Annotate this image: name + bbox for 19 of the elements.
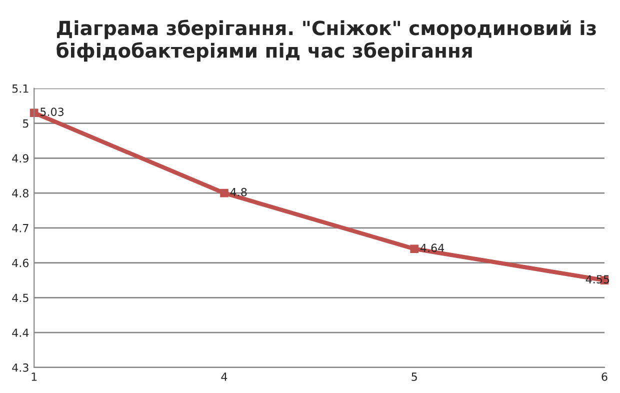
- y-tick-label: 4.5: [12, 294, 28, 302]
- point: [410, 244, 419, 254]
- x-tick-label: 4: [221, 372, 228, 381]
- y-tick-label: 5.1: [12, 84, 28, 93]
- y-tick-label: 4.4: [12, 328, 29, 337]
- y-tick-label: 5: [23, 119, 28, 128]
- x-tick-label: 1: [32, 372, 37, 381]
- x-tick-label: 5: [412, 372, 417, 381]
- x-tick-label: 6: [602, 372, 608, 381]
- data-label: 5.03: [40, 108, 64, 116]
- point: [220, 188, 228, 198]
- data-label: 4.8: [230, 188, 247, 196]
- y-tick-label: 4.7: [12, 224, 28, 232]
- y-tick-label: 4.6: [12, 258, 29, 268]
- y-tick-label: 4.8: [12, 189, 28, 198]
- point: [30, 108, 38, 118]
- y-tick-label: 4.9: [12, 154, 28, 163]
- y-tick-label: 4.3: [12, 363, 28, 372]
- chart-title: Діаграма зберігання. "Сніжок" смородиновий із біфідобактеріями під час зберігання: [56, 20, 596, 62]
